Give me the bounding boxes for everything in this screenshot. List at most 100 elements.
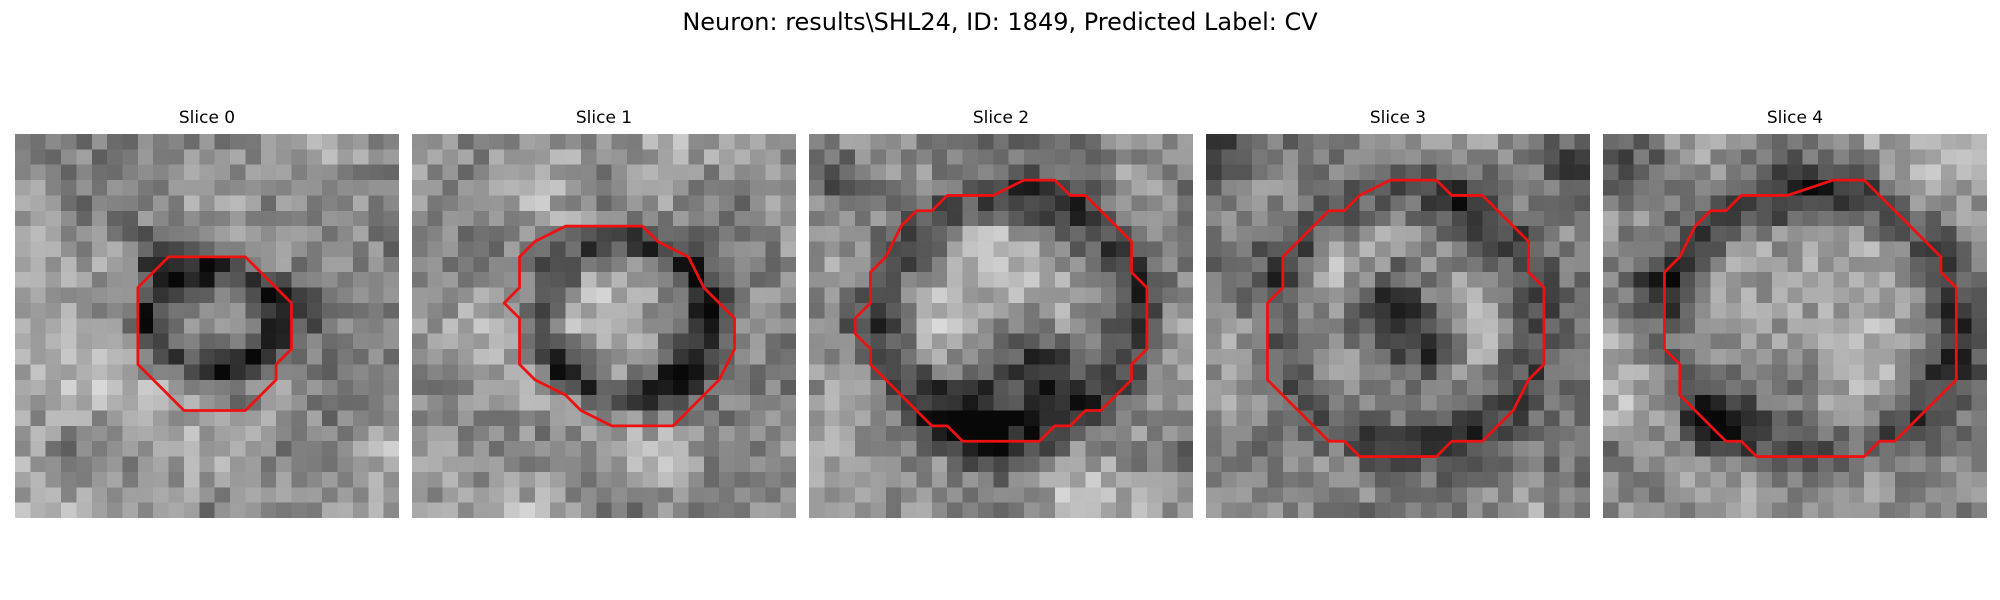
image-pixel: [1771, 287, 1788, 304]
image-pixel: [1574, 441, 1590, 457]
image-pixel: [1359, 195, 1376, 212]
image-pixel: [550, 471, 566, 488]
image-pixel: [839, 487, 856, 503]
image-pixel: [1177, 241, 1193, 258]
image-pixel: [1131, 287, 1148, 304]
segmentation-contour: [136, 255, 293, 412]
image-pixel: [1756, 441, 1773, 457]
image-pixel: [368, 180, 384, 196]
image-pixel: [1559, 333, 1575, 350]
image-pixel: [1282, 195, 1299, 212]
image-pixel: [780, 333, 796, 350]
image-pixel: [1864, 149, 1880, 166]
image-pixel: [1008, 333, 1025, 350]
image-pixel: [1177, 471, 1193, 488]
image-pixel: [1559, 241, 1575, 258]
image-pixel: [1359, 471, 1376, 488]
image-pixel: [885, 502, 902, 518]
image-pixel: [962, 349, 979, 365]
image-pixel: [1359, 364, 1376, 381]
image-pixel: [565, 318, 582, 334]
image-pixel: [1725, 410, 1742, 427]
image-pixel: [1802, 226, 1819, 242]
image-pixel: [1787, 241, 1803, 258]
image-pixel: [611, 487, 628, 503]
image-pixel: [1162, 149, 1178, 166]
image-pixel: [122, 134, 139, 150]
image-pixel: [1024, 425, 1040, 442]
image-pixel: [642, 349, 659, 365]
image-pixel: [1956, 456, 1972, 473]
image-pixel: [749, 502, 766, 518]
image-pixel: [1236, 195, 1253, 212]
image-pixel: [1925, 487, 1942, 503]
image-pixel: [1818, 287, 1834, 304]
image-pixel: [137, 164, 154, 181]
image-pixel: [931, 287, 948, 304]
image-pixel: [1879, 134, 1896, 150]
image-pixel: [1451, 441, 1468, 457]
image-pixel: [427, 441, 444, 457]
image-pixel: [291, 164, 308, 181]
image-pixel: [1894, 441, 1911, 457]
image-pixel: [1695, 379, 1711, 396]
image-pixel: [1559, 210, 1575, 227]
image-pixel: [1802, 395, 1819, 411]
image-pixel: [1710, 164, 1727, 181]
image-pixel: [580, 149, 597, 166]
image-pixel: [1162, 471, 1178, 488]
image-pixel: [1177, 318, 1193, 334]
image-pixel: [122, 318, 139, 334]
image-pixel: [1070, 287, 1086, 304]
image-pixel: [1833, 226, 1850, 242]
image-pixel: [1482, 134, 1499, 150]
image-pixel: [901, 349, 917, 365]
image-pixel: [1421, 210, 1437, 227]
image-pixel: [1405, 149, 1422, 166]
image-pixel: [1421, 441, 1437, 457]
image-pixel: [199, 471, 215, 488]
image-pixel: [719, 226, 735, 242]
image-pixel: [916, 395, 933, 411]
image-pixel: [427, 195, 444, 212]
image-pixel: [306, 456, 323, 473]
image-pixel: [1741, 164, 1757, 181]
image-pixel: [427, 349, 444, 365]
image-pixel: [368, 410, 384, 427]
image-pixel: [839, 164, 856, 181]
image-pixel: [1925, 226, 1942, 242]
image-pixel: [137, 180, 154, 196]
image-pixel: [657, 256, 674, 273]
image-pixel: [76, 395, 93, 411]
image-pixel: [153, 349, 169, 365]
image-pixel: [61, 333, 77, 350]
image-pixel: [703, 502, 720, 518]
image-pixel: [1802, 287, 1819, 304]
image-pixel: [719, 318, 735, 334]
image-pixel: [962, 425, 979, 442]
image-pixel: [1695, 471, 1711, 488]
image-pixel: [245, 333, 262, 350]
image-pixel: [1679, 379, 1696, 396]
image-pixel: [1206, 302, 1222, 319]
image-pixel: [703, 441, 720, 457]
image-pixel: [1359, 149, 1376, 166]
image-pixel: [122, 149, 139, 166]
image-pixel: [1679, 487, 1696, 503]
image-pixel: [1574, 425, 1590, 442]
image-pixel: [1221, 379, 1238, 396]
image-pixel: [1344, 241, 1360, 258]
image-pixel: [1710, 456, 1727, 473]
image-pixel: [76, 164, 93, 181]
image-pixel: [442, 226, 459, 242]
image-pixel: [519, 395, 536, 411]
image-pixel: [1221, 210, 1238, 227]
image-pixel: [580, 410, 597, 427]
image-pixel: [214, 349, 231, 365]
image-pixel: [1910, 349, 1926, 365]
image-pixel: [91, 195, 108, 212]
image-pixel: [122, 395, 139, 411]
image-pixel: [993, 210, 1009, 227]
microscopy-slice-image: [15, 134, 399, 518]
image-pixel: [122, 333, 139, 350]
